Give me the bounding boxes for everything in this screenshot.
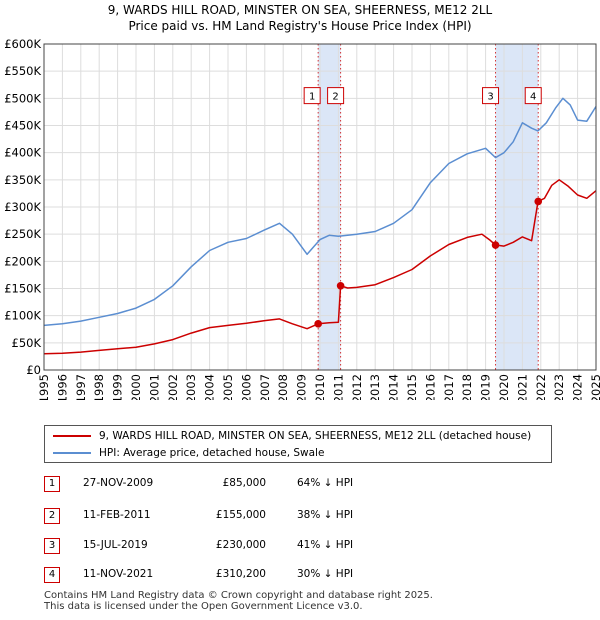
transaction-hpi-diff: 38% ↓ HPI (297, 509, 354, 521)
sale-badge (524, 87, 542, 105)
sale-badge (327, 87, 345, 105)
chart-title-line1: 9, WARDS HILL ROAD, MINSTER ON SEA, SHEE… (107, 3, 493, 17)
y-tick-label: £450K (4, 119, 41, 133)
x-tick-label: 2025 (589, 374, 600, 400)
x-tick-label: 1997 (74, 374, 88, 400)
plot-frame (43, 43, 597, 371)
legend-label-hpi: HPI: Average price, detached house, Swal… (99, 447, 325, 459)
x-tick-label: 2008 (276, 374, 290, 400)
x-tick-label: 2009 (295, 374, 309, 400)
x-tick-label: 2003 (184, 374, 198, 400)
transaction-hpi-diff: 64% ↓ HPI (297, 477, 354, 489)
y-tick-label: £400K (4, 146, 41, 160)
sale-point (534, 197, 543, 206)
x-tick-label: 2019 (479, 374, 493, 400)
transaction-row: 3 15-JUL-2019 £230,000 41% ↓ HPI (0, 538, 600, 556)
x-tick-label: 2023 (552, 374, 566, 400)
x-tick-label: 2020 (497, 374, 511, 400)
y-tick-label: £100K (4, 309, 41, 323)
transaction-date: 11-NOV-2021 (83, 568, 154, 580)
y-tick-label: £250K (4, 227, 41, 241)
legend-item-property: 9, WARDS HILL ROAD, MINSTER ON SEA, SHEE… (53, 428, 531, 444)
sale-point (336, 281, 345, 290)
x-tick-label: 1998 (92, 374, 106, 400)
x-tick-label: 2001 (147, 374, 161, 400)
y-tick-label: £150K (4, 282, 41, 296)
x-tick-label: 2018 (460, 374, 474, 400)
sale-badge-label: 3 (487, 92, 493, 103)
sale-badge-label: 1 (309, 92, 315, 103)
y-tick-label: £200K (4, 254, 41, 268)
legend-label-property: 9, WARDS HILL ROAD, MINSTER ON SEA, SHEE… (99, 430, 532, 442)
transaction-number: 1 (44, 476, 60, 492)
transaction-date: 11-FEB-2011 (83, 509, 151, 521)
transaction-row: 1 27-NOV-2009 £85,000 64% ↓ HPI (0, 476, 600, 494)
sale-badge-label: 2 (332, 92, 338, 103)
transaction-number: 3 (44, 538, 60, 554)
sale-point (314, 320, 322, 328)
transaction-row: 4 11-NOV-2021 £310,200 30% ↓ HPI (0, 567, 600, 585)
x-tick-label: 2006 (239, 374, 253, 400)
x-tick-label: 2007 (258, 374, 272, 400)
x-tick-label: 2011 (331, 374, 345, 400)
x-tick-label: 2010 (313, 374, 327, 400)
y-tick-label: £500K (4, 91, 41, 105)
transaction-hpi-diff: 30% ↓ HPI (297, 568, 354, 580)
y-tick-label: £300K (4, 200, 41, 214)
transaction-date: 27-NOV-2009 (83, 477, 154, 489)
x-tick-label: 2002 (166, 374, 180, 400)
y-tick-label: £0 (26, 363, 41, 377)
transaction-hpi-diff: 41% ↓ HPI (297, 539, 354, 551)
x-tick-label: 2021 (515, 374, 529, 400)
x-tick-label: 2017 (442, 374, 456, 400)
legend-swatch-property (53, 435, 91, 437)
y-tick-label: £550K (4, 64, 41, 78)
sale-badge (482, 87, 500, 105)
transaction-row: 2 11-FEB-2011 £155,000 38% ↓ HPI (0, 508, 600, 526)
y-tick-label: £50K (12, 336, 42, 350)
x-tick-label: 1999 (111, 374, 125, 400)
y-tick-label: £350K (4, 173, 41, 187)
transaction-number: 2 (44, 508, 60, 524)
legend-item-hpi: HPI: Average price, detached house, Swal… (53, 445, 324, 461)
x-tick-label: 2022 (534, 374, 548, 400)
x-tick-label: 1995 (37, 374, 51, 400)
x-tick-label: 2016 (423, 374, 437, 400)
footer-attribution: Contains HM Land Registry data © Crown c… (44, 590, 433, 612)
sale-badge-label: 4 (530, 92, 536, 103)
transaction-price: £155,000 (215, 509, 266, 521)
footer-line2: This data is licensed under the Open Gov… (44, 601, 363, 612)
sale-badge (303, 87, 321, 105)
x-tick-label: 1996 (55, 374, 69, 400)
transaction-price: £230,000 (215, 539, 266, 551)
transaction-price: £310,200 (215, 568, 266, 580)
x-tick-label: 2013 (368, 374, 382, 400)
hpi-line (43, 97, 597, 327)
y-tick-label: £600K (4, 37, 41, 51)
footer-line1: Contains HM Land Registry data © Crown c… (44, 590, 433, 601)
price-chart: £0 £50K £100K £150K £200K £250K £300K £350K £400… (4, 37, 600, 400)
x-tick-label: 2000 (129, 374, 143, 400)
transaction-date: 15-JUL-2019 (83, 539, 148, 551)
x-tick-label: 2024 (571, 374, 585, 400)
legend-swatch-hpi (53, 452, 91, 454)
chart-legend: 9, WARDS HILL ROAD, MINSTER ON SEA, SHEE… (44, 425, 552, 463)
x-tick-label: 2015 (405, 374, 419, 400)
transaction-number: 4 (44, 567, 60, 583)
x-tick-label: 2014 (387, 374, 401, 400)
sale-point (491, 241, 500, 249)
chart-title-line2: Price paid vs. HM Land Registry's House … (128, 19, 472, 33)
x-tick-label: 2012 (350, 374, 364, 400)
x-tick-label: 2005 (221, 374, 235, 400)
x-tick-label: 2004 (203, 374, 217, 400)
transaction-price: £85,000 (222, 477, 266, 489)
